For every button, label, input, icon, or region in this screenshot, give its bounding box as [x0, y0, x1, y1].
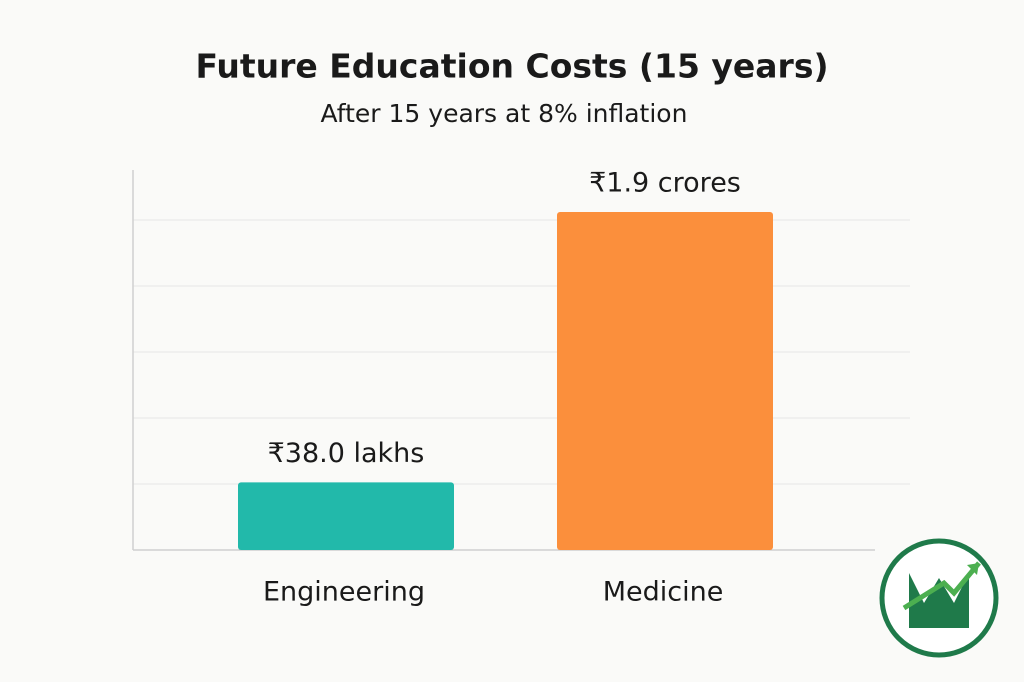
logo — [879, 538, 999, 658]
logo-mark — [909, 573, 969, 628]
x-tick-label: Medicine — [603, 577, 724, 608]
bar — [238, 482, 454, 550]
chart-title: Future Education Costs (15 years) — [195, 47, 828, 86]
data-label: ₹38.0 lakhs — [268, 438, 425, 469]
bar — [557, 212, 773, 550]
logo-arrow — [902, 561, 981, 611]
logo-arrowhead — [967, 563, 979, 575]
x-tick-label: Engineering — [263, 577, 425, 608]
data-label: ₹1.9 crores — [589, 168, 741, 199]
chart-subtitle: After 15 years at 8% inflation — [321, 99, 688, 128]
